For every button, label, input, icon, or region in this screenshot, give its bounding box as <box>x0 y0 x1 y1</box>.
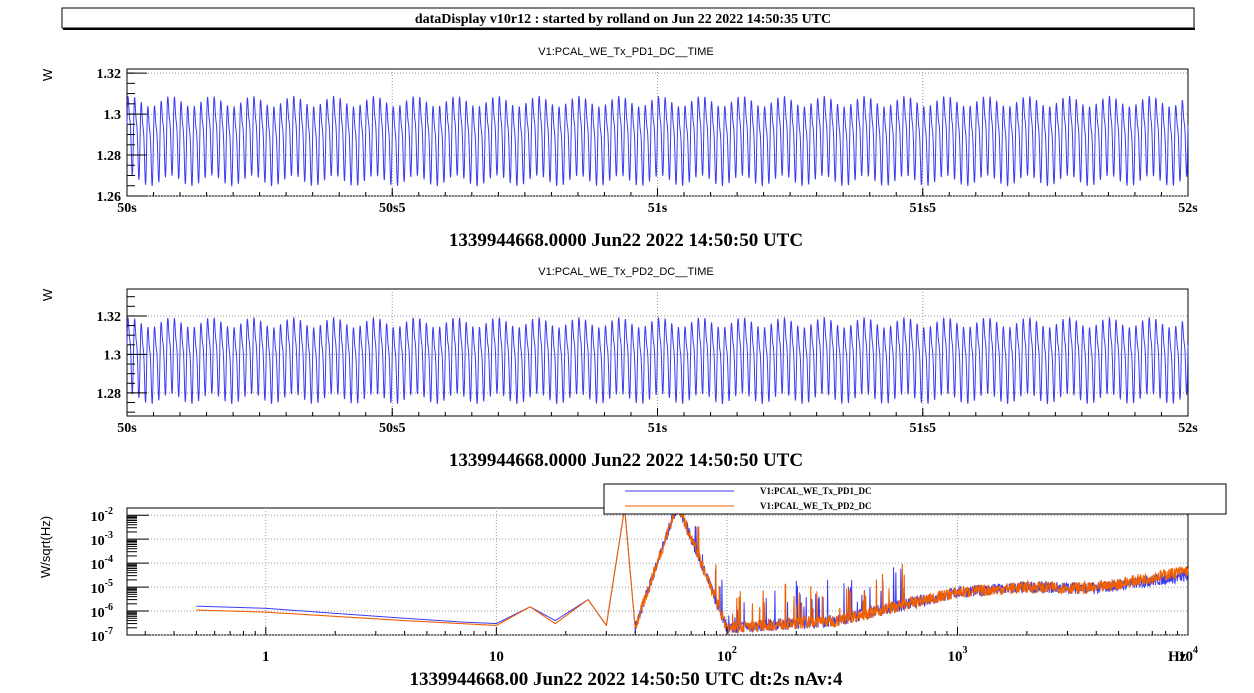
asd-series-line <box>196 507 1189 635</box>
pd1-panel-title: V1:PCAL_WE_Tx_PD1_DC__TIME <box>538 46 713 58</box>
legend-pd1-label: V1:PCAL_WE_Tx_PD1_DC <box>760 486 872 496</box>
asd-series-line <box>196 507 1189 634</box>
asd-x-ticks: 1 10 102 103 104 <box>144 627 1198 665</box>
legend-pd2-label: V1:PCAL_WE_Tx_PD2_DC <box>760 501 872 511</box>
x-tick-label: 51s <box>648 421 668 436</box>
x-tick-label: 102 <box>717 645 737 665</box>
y-tick-label: 1.28 <box>97 387 122 402</box>
x-tick-label: 51s5 <box>910 421 936 436</box>
pd2-y-ticks: 1.28 1.3 1.32 <box>97 296 147 413</box>
x-tick-label: 50s <box>117 201 137 216</box>
y-tick-label: 10-5 <box>91 578 113 597</box>
y-tick-label: 10-2 <box>91 506 113 525</box>
pd1-x-axis-label: 1339944668.0000 Jun22 2022 14:50:50 UTC <box>449 230 803 251</box>
y-tick-label: 1.26 <box>97 190 122 205</box>
pd1-time-panel: V1:PCAL_WE_Tx_PD1_DC__TIME W 50s 50s5 51s 5… <box>40 46 1198 251</box>
y-tick-label: 1.3 <box>104 348 122 363</box>
pd2-trace <box>126 317 1189 405</box>
x-tick-label: 10 <box>489 649 504 665</box>
asd-legend: V1:PCAL_WE_Tx_PD1_DC V1:PCAL_WE_Tx_PD2_D… <box>603 483 1227 515</box>
x-tick-label: 51s <box>648 201 668 216</box>
pd2-y-axis-label: W <box>40 288 55 301</box>
y-tick-label: 10-3 <box>91 530 113 549</box>
y-tick-label: 1.32 <box>97 310 122 325</box>
asd-grid <box>127 508 1188 636</box>
x-tick-label: 1 <box>262 649 270 665</box>
x-tick-label: 50s <box>117 421 137 436</box>
y-tick-label: 1.28 <box>97 149 122 164</box>
pd1-y-ticks: 1.26 1.28 1.3 1.32 <box>97 67 147 205</box>
header-title: dataDisplay v10r12 : started by rolland … <box>415 12 831 27</box>
pd1-trace <box>126 95 1189 187</box>
asd-panel: W/sqrt(Hz) 1 10 102 103 104 10-710-610-510-4… <box>38 483 1227 690</box>
y-tick-label: 10-4 <box>91 554 113 573</box>
asd-y-axis-label: W/sqrt(Hz) <box>38 516 53 578</box>
asd-y-ticks: 10-7 10-6 10-5 10-4 10-3 10-2 <box>91 506 149 645</box>
x-tick-label: 50s5 <box>379 421 405 436</box>
pd2-x-ticks: 50s 50s5 51s 51s5 52s <box>117 408 1198 436</box>
asd-x-unit: Hz <box>1168 649 1187 665</box>
pd1-x-ticks: 50s 50s5 51s 51s5 52s <box>117 188 1198 216</box>
x-tick-label: 103 <box>947 645 967 665</box>
x-tick-label: 52s <box>1178 201 1198 216</box>
asd-traces <box>196 507 1189 635</box>
x-tick-label: 51s5 <box>910 201 936 216</box>
pd2-panel-title: V1:PCAL_WE_Tx_PD2_DC__TIME <box>538 266 713 278</box>
x-tick-label: 52s <box>1178 421 1198 436</box>
y-tick-label: 10-6 <box>91 602 113 621</box>
asd-plot-frame <box>126 507 1189 636</box>
pd1-y-axis-label: W <box>40 68 55 81</box>
y-tick-label: 10-7 <box>91 626 113 645</box>
x-tick-label: 50s5 <box>379 201 405 216</box>
asd-x-axis-label: 1339944668.00 Jun22 2022 14:50:50 UTC dt… <box>410 669 843 690</box>
y-tick-label: 1.3 <box>104 108 122 123</box>
legend-box <box>603 483 1227 515</box>
pd2-time-panel: V1:PCAL_WE_Tx_PD2_DC__TIME W 50s 50s5 51s 5… <box>40 266 1198 471</box>
y-tick-label: 1.32 <box>97 67 122 82</box>
pd2-x-axis-label: 1339944668.0000 Jun22 2022 14:50:50 UTC <box>449 450 803 471</box>
